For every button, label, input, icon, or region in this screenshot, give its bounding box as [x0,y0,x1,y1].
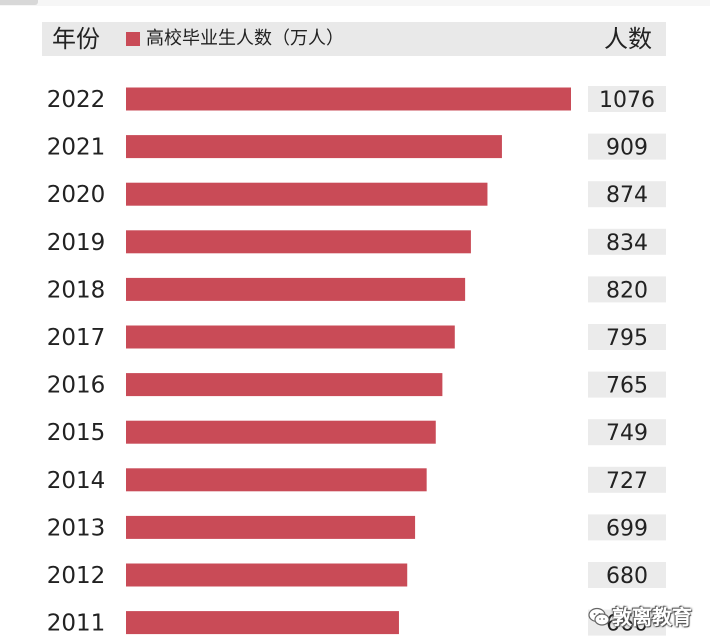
year-label-2012: 2012 [47,563,106,589]
year-label-2016: 2016 [47,373,106,399]
year-label-2017: 2017 [47,325,106,351]
value-label-2013: 699 [606,516,648,541]
bar-2018 [126,277,466,301]
bar-2022 [126,87,571,111]
bar-2014 [126,468,427,492]
value-box-2020 [588,181,666,208]
value-box-2014 [588,466,666,493]
value-box-2017 [588,324,666,350]
bar-2015 [126,420,436,444]
year-label-2018: 2018 [47,277,106,303]
value-box-2015 [588,419,666,446]
year-label-2011: 2011 [47,611,106,637]
year-label-2019: 2019 [47,230,106,256]
value-label-2016: 765 [606,374,648,399]
chart-header: 年份 高校毕业生人数（万人） 人数 [42,22,666,56]
top-notch [0,0,38,5]
bar-2011 [126,611,399,635]
value-box-2019 [588,228,666,255]
value-label-2018: 820 [606,278,648,303]
value-label-2021: 909 [606,136,648,161]
watermark-text: 敦离教育 [612,605,692,629]
year-label-2021: 2021 [47,135,106,161]
value-box-2013 [588,514,666,541]
year-column-title: 年份 [52,25,100,53]
watermark: 敦离教育 [588,600,706,636]
value-label-2020: 874 [606,183,648,208]
bar-2012 [126,563,408,587]
bar-2019 [126,230,471,254]
value-box-2016 [588,371,666,398]
value-label-2019: 834 [606,231,648,256]
value-box-2018 [588,276,666,303]
bar-2016 [126,373,443,397]
value-label-2022: 1076 [599,88,655,113]
year-label-2014: 2014 [47,468,106,494]
value-box-2021 [588,133,666,160]
bar-2021 [126,135,502,159]
bar-2020 [126,182,488,206]
year-label-2022: 2022 [47,87,106,113]
year-label-2020: 2020 [47,182,106,208]
year-label-2013: 2013 [47,515,106,541]
legend-swatch [126,32,140,46]
bar-2013 [126,515,416,539]
count-column-title: 人数 [604,25,652,53]
value-label-2012: 680 [606,564,648,589]
legend-label: 高校毕业生人数（万人） [146,28,344,49]
value-label-2011: 660 [606,612,648,637]
wechat-icon [588,607,610,626]
top-strip [0,0,710,6]
value-label-2017: 795 [606,326,648,351]
value-box-2012 [588,562,666,588]
bar-2017 [126,325,455,349]
value-label-2014: 727 [606,469,648,494]
value-box-2022 [588,86,666,112]
value-label-2015: 749 [606,421,648,446]
year-label-2015: 2015 [47,420,106,446]
